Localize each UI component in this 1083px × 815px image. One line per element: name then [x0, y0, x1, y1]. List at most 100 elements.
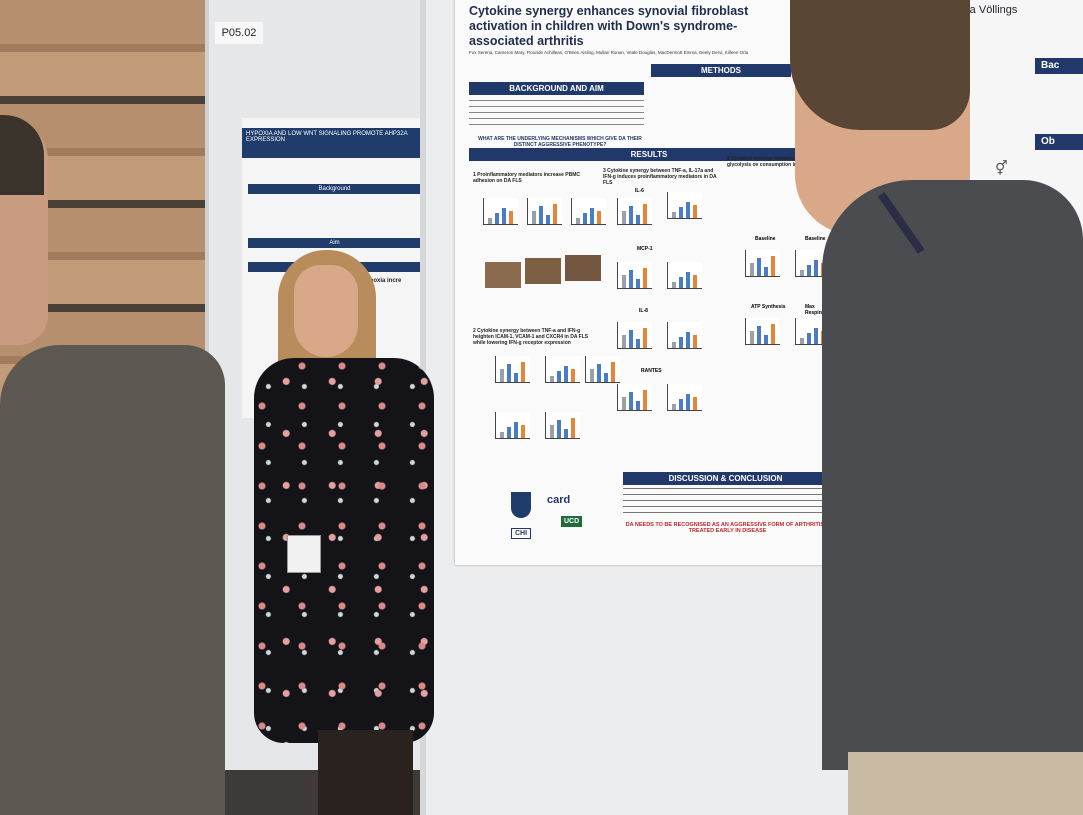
mini-chart-bar	[500, 432, 504, 438]
result-heading-3: 3 Cytokine synergy between TNF-a, IL-17a…	[603, 168, 717, 186]
chart-label-baseline-1: Baseline	[755, 236, 776, 242]
mini-chart-bar	[500, 369, 504, 382]
mini-chart-bar	[514, 422, 518, 438]
mini-chart	[527, 198, 562, 225]
result-heading-4: 4 Cytokine synergy between IL-17a favour…	[727, 156, 830, 168]
mini-chart-bar	[771, 324, 775, 344]
chart-label-mcp1: MCP-1	[637, 246, 653, 252]
presenter-face	[294, 265, 358, 357]
result-heading-2: 2 Cytokine synergy between TNF-a and IFN…	[473, 328, 589, 346]
mini-chart-bar	[604, 373, 608, 382]
microscopy-image	[525, 258, 561, 284]
board-number-label: P05.02	[215, 22, 263, 44]
microscopy-image	[565, 255, 601, 281]
poster-left-title: HYPOXIA AND LOW WNT SIGNALING PROMOTE AH…	[242, 128, 427, 158]
mini-chart-bar	[807, 265, 811, 276]
section-results: RESULTS	[469, 148, 829, 161]
mini-chart-bar	[636, 279, 640, 288]
mini-chart-bar	[521, 362, 525, 382]
mini-chart-bar	[672, 404, 676, 410]
poster-left-section-aim: Aim	[248, 238, 421, 248]
mini-chart	[483, 198, 518, 225]
mini-chart-bar	[636, 401, 640, 410]
person-right-hair	[790, 0, 970, 130]
mini-chart-bar	[495, 213, 499, 224]
mini-chart-bar	[636, 215, 640, 224]
mini-chart-bar	[807, 333, 811, 344]
mini-chart	[585, 356, 620, 383]
mini-chart-bar	[814, 260, 818, 276]
mini-chart-bar	[550, 376, 554, 382]
mini-chart-bar	[750, 263, 754, 276]
mini-chart-bar	[564, 366, 568, 382]
mini-chart-bar	[611, 362, 615, 382]
mini-chart-bar	[643, 328, 647, 348]
microscopy-image	[485, 262, 521, 288]
section-discussion: DISCUSSION & CONCLUSION	[623, 472, 828, 485]
university-crest-logo	[511, 492, 531, 518]
person-right-trousers	[848, 752, 1083, 815]
chart-label-il6: IL-6	[635, 188, 644, 194]
person-left-jacket	[0, 345, 225, 815]
mini-chart-bar	[686, 332, 690, 348]
mini-chart-bar	[764, 335, 768, 344]
mini-chart-bar	[672, 342, 676, 348]
mini-chart	[545, 356, 580, 383]
mini-chart	[667, 322, 702, 349]
mini-chart-bar	[571, 369, 575, 382]
poster-title: Cytokine synergy enhances synovial fibro…	[469, 4, 749, 48]
mini-chart-bar	[507, 427, 511, 438]
mini-chart-bar	[539, 206, 543, 224]
mini-chart-bar	[679, 207, 683, 218]
mini-chart	[667, 192, 702, 219]
mini-chart-bar	[686, 272, 690, 288]
mini-chart-bar	[488, 218, 492, 224]
chi-logo: CHI	[511, 528, 532, 539]
mini-chart	[617, 384, 652, 411]
mini-chart-bar	[597, 364, 601, 382]
mini-chart	[617, 322, 652, 349]
mini-chart-bar	[672, 282, 676, 288]
mini-chart-bar	[557, 371, 561, 382]
mini-chart-bar	[590, 369, 594, 382]
mini-chart	[617, 262, 652, 289]
mini-chart-bar	[693, 335, 697, 348]
mini-chart-bar	[629, 330, 633, 348]
mini-chart	[495, 412, 530, 439]
mini-chart-bar	[597, 211, 601, 224]
mini-chart-bar	[622, 275, 626, 288]
mini-chart-bar	[757, 258, 761, 276]
mini-chart-bar	[583, 213, 587, 224]
presenter-legs	[318, 730, 413, 815]
mini-chart-bar	[693, 275, 697, 288]
conclusion-highlight: DA NEEDS TO BE RECOGNISED AS AN AGGRESSI…	[625, 522, 830, 534]
mini-chart	[617, 198, 652, 225]
mini-chart-bar	[553, 204, 557, 224]
chart-label-atp: ATP Synthesis	[751, 304, 786, 310]
mini-chart-bar	[643, 390, 647, 410]
section-methods: METHODS	[651, 64, 791, 77]
mini-chart-bar	[672, 212, 676, 218]
poster-main: Cytokine synergy enhances synovial fibro…	[455, 0, 840, 565]
chart-label-max-resp: Max Respiratory	[805, 304, 833, 316]
person-right-sweater	[822, 180, 1083, 770]
presenter-floral-dress	[254, 358, 434, 743]
mini-chart-bar	[636, 339, 640, 348]
mini-chart-bar	[546, 215, 550, 224]
mini-chart-bar	[800, 270, 804, 276]
ucd-logo: UCD	[561, 516, 583, 527]
mini-chart-bar	[750, 331, 754, 344]
mini-chart-bar	[679, 277, 683, 288]
mini-chart-bar	[679, 399, 683, 410]
mini-chart-bar	[514, 373, 518, 382]
mini-chart-bar	[550, 425, 554, 438]
mini-chart-bar	[814, 328, 818, 344]
mini-chart-bar	[557, 420, 561, 438]
mini-chart-bar	[693, 205, 697, 218]
mini-chart	[745, 250, 780, 277]
poster-right-author: onia Völlings	[955, 4, 1018, 16]
poster-left-results-heading: Hypoxia incre	[362, 278, 402, 284]
mini-chart-bar	[629, 270, 633, 288]
mini-chart-bar	[622, 397, 626, 410]
mini-chart-bar	[590, 208, 594, 224]
